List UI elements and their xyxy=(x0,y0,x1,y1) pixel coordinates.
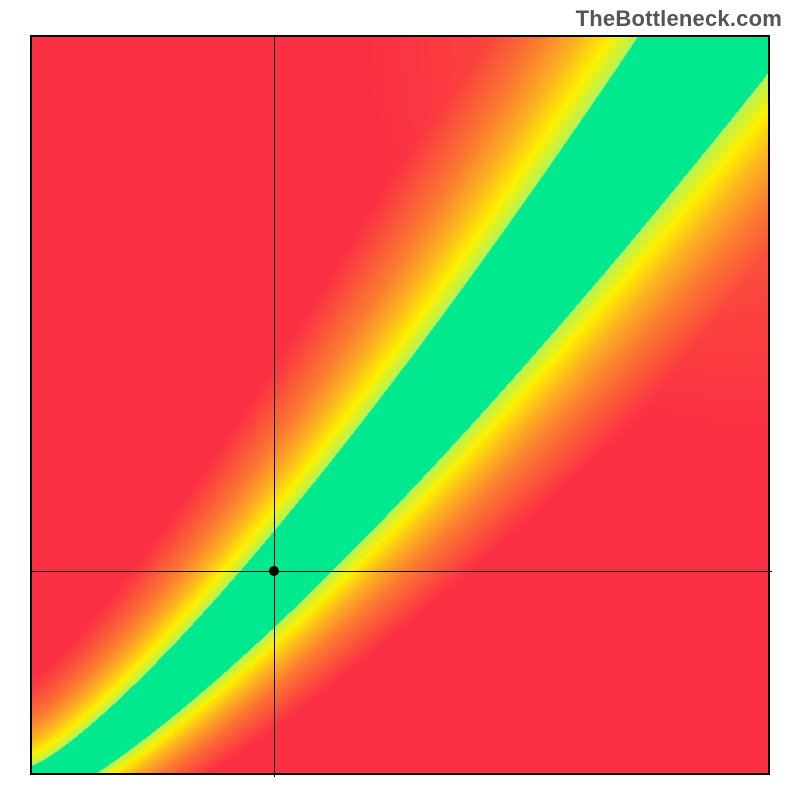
watermark-label: TheBottleneck.com xyxy=(576,6,782,32)
heatmap-canvas xyxy=(32,37,768,773)
crosshair-horizontal xyxy=(32,571,772,572)
crosshair-marker xyxy=(269,566,279,576)
crosshair-vertical xyxy=(274,37,275,777)
chart-container: { "watermark": { "text": "TheBottleneck.… xyxy=(0,0,800,800)
plot-area xyxy=(30,35,770,775)
